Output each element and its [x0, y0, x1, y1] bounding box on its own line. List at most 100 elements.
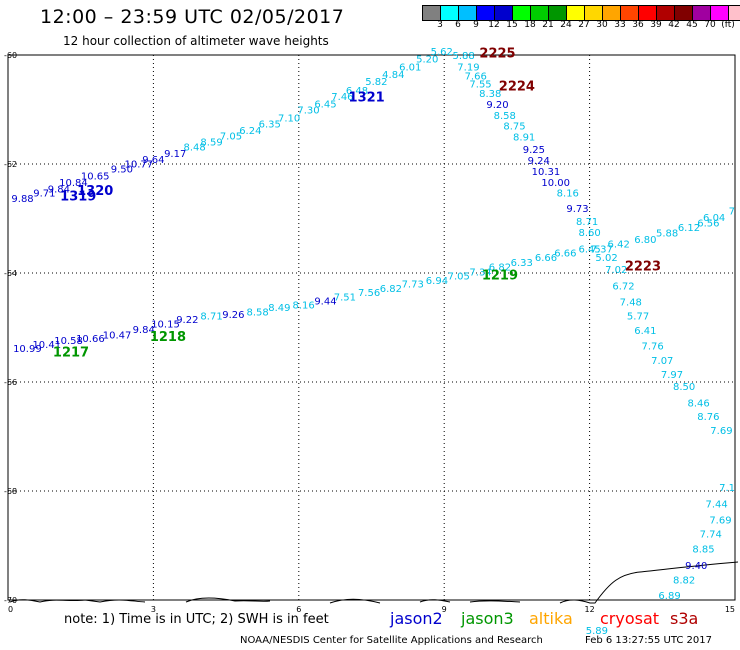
wave-height-value: 6.45 [314, 99, 336, 110]
wave-height-value: 8.58 [246, 308, 268, 319]
wave-height-value: 6.80 [634, 235, 656, 246]
antarctic-coastline [9, 561, 739, 604]
wave-height-value: 6.82 [489, 262, 511, 273]
wave-height-value: 5.20 [416, 55, 438, 66]
footer-note: note: 1) Time is in UTC; 2) SWH is in fe… [64, 612, 329, 627]
legend-label: 30 [596, 20, 608, 30]
wave-height-value: 8.58 [494, 111, 516, 122]
wave-height-value: 10.58 [54, 336, 83, 347]
legend-swatch [603, 6, 621, 20]
wave-height-value: 7.07 [651, 356, 673, 367]
wave-height-value: 7.30 [297, 105, 319, 116]
satellite-name-cryosat: cryosat [600, 609, 660, 628]
legend-swatch [531, 6, 549, 20]
satellite-name-jason3: jason3 [461, 609, 514, 628]
legend-swatch [441, 6, 459, 20]
wave-height-value: 8.76 [697, 412, 719, 423]
legend-swatch [729, 6, 740, 20]
wave-height-value: 8.50 [673, 382, 695, 393]
wave-height-value: 9.25 [523, 145, 545, 156]
page-subtitle: 12 hour collection of altimeter wave hei… [63, 34, 329, 48]
wave-height-value: 5.82 [365, 77, 387, 88]
wave-height-value: 9.88 [11, 194, 33, 205]
wave-height-value: 7 [729, 207, 735, 218]
track-upper-track: 9.88 9.719.8410.8410.659.5010.779.649.178… [11, 47, 474, 205]
legend-swatch [477, 6, 495, 20]
satellite-name-jason2: jason2 [390, 609, 443, 628]
wave-height-value: 9.84 [133, 325, 155, 336]
legend-label: 36 [632, 20, 644, 30]
wave-height-value: 8.91 [513, 133, 535, 144]
legend-swatch [495, 6, 513, 20]
map-grid [7, 54, 736, 601]
wave-height-value: 7.05 [220, 131, 242, 142]
wave-height-value: 5.02 [595, 253, 617, 264]
satellite-name-altika: altika [529, 609, 573, 628]
legend-swatch [585, 6, 603, 20]
wave-height-value: 10.84 [59, 178, 88, 189]
wave-height-value: 10.15 [151, 320, 180, 331]
wave-height-value: 8.49 [268, 303, 290, 314]
satellite-name-s3a: s3a [670, 609, 699, 628]
wave-height-value: 9.84 [48, 184, 70, 195]
wave-height-value: 6.94 [426, 276, 448, 287]
wave-height-value: 7.02 [605, 265, 627, 276]
wave-height-value: 8.71 [576, 217, 598, 228]
wave-height-value: 10.00 [541, 178, 570, 189]
wave-height-value: 7.05 [448, 272, 470, 283]
wave-height-value: 9.40 [685, 561, 707, 572]
wave-height-value: 8.59 [200, 137, 222, 148]
wave-height-value: 6.66 [535, 253, 557, 264]
legend-label: 42 [668, 20, 680, 30]
pass-id-label: 1320 [77, 184, 113, 199]
map-frame [7, 54, 736, 601]
pass-id-label: 1219 [482, 269, 518, 284]
x-axis-label: 12 [585, 605, 595, 614]
x-axis-label: 6 [296, 605, 301, 614]
legend-label: (ft) [721, 20, 735, 30]
wave-height-value: 7.76 [641, 341, 663, 352]
wave-height-value: 7.1 [719, 483, 735, 494]
wave-height-value: 8.82 [673, 576, 695, 587]
wave-height-value: 8.38 [479, 89, 501, 100]
legend-label: 6 [455, 20, 461, 30]
pass-id-label: 2223 [625, 259, 661, 274]
wave-height-value: 6.66 [554, 249, 576, 260]
legend-label: 9 [473, 20, 479, 30]
pass-id-label: 1321 [349, 90, 385, 105]
wave-height-value: 10.99 [13, 344, 42, 355]
wave-height-value: 9.73 [566, 204, 588, 215]
y-axis-label: -64 [4, 269, 17, 278]
legend-label: 70 [704, 20, 716, 30]
track-bottom-track: 7.1 7.44 7.69 7.74 8.85 9.40 8.82 6.89 5.89 [586, 483, 735, 637]
legend-swatch [549, 6, 567, 20]
color-scale-labels: 3 6 9 12 15 18 21 24 27 30 33 36 39 42 45 70 (ft) [422, 20, 740, 32]
wave-height-value: 7.37 [591, 244, 613, 255]
legend-label: 18 [524, 20, 536, 30]
wave-height-value: 6.56 [697, 219, 719, 230]
wave-height-value: 6.33 [511, 258, 533, 269]
wave-height-value: 7.66 [465, 72, 487, 83]
wave-height-value: 6.12 [678, 223, 700, 234]
x-axis-label: 3 [151, 605, 156, 614]
legend-label: 39 [650, 20, 662, 30]
legend-label: 45 [686, 20, 698, 30]
credit-line: NOAA/NESDIS Center for Satellite Applica… [240, 635, 543, 646]
wave-height-value: 10.41 [32, 340, 61, 351]
wave-height-value: 7.10 [278, 113, 300, 124]
wave-height-value: 4.84 [382, 70, 404, 81]
wave-height-value: 6.01 [399, 62, 421, 73]
legend-swatch [675, 6, 693, 20]
y-axis-label: -70 [4, 596, 17, 605]
y-axis-label: -60 [4, 51, 17, 60]
wave-height-value: 6.04 [703, 213, 725, 224]
wave-height-value: 10.47 [103, 330, 132, 341]
wave-height-value: 7.73 [402, 280, 424, 291]
coastline [9, 561, 739, 604]
wave-height-value: 7.34 [469, 268, 491, 279]
wave-height-value: 7.74 [700, 529, 722, 540]
wave-height-value: 6.48 [346, 86, 368, 97]
legend-swatch [657, 6, 675, 20]
x-axis-label: 0 [8, 605, 13, 614]
